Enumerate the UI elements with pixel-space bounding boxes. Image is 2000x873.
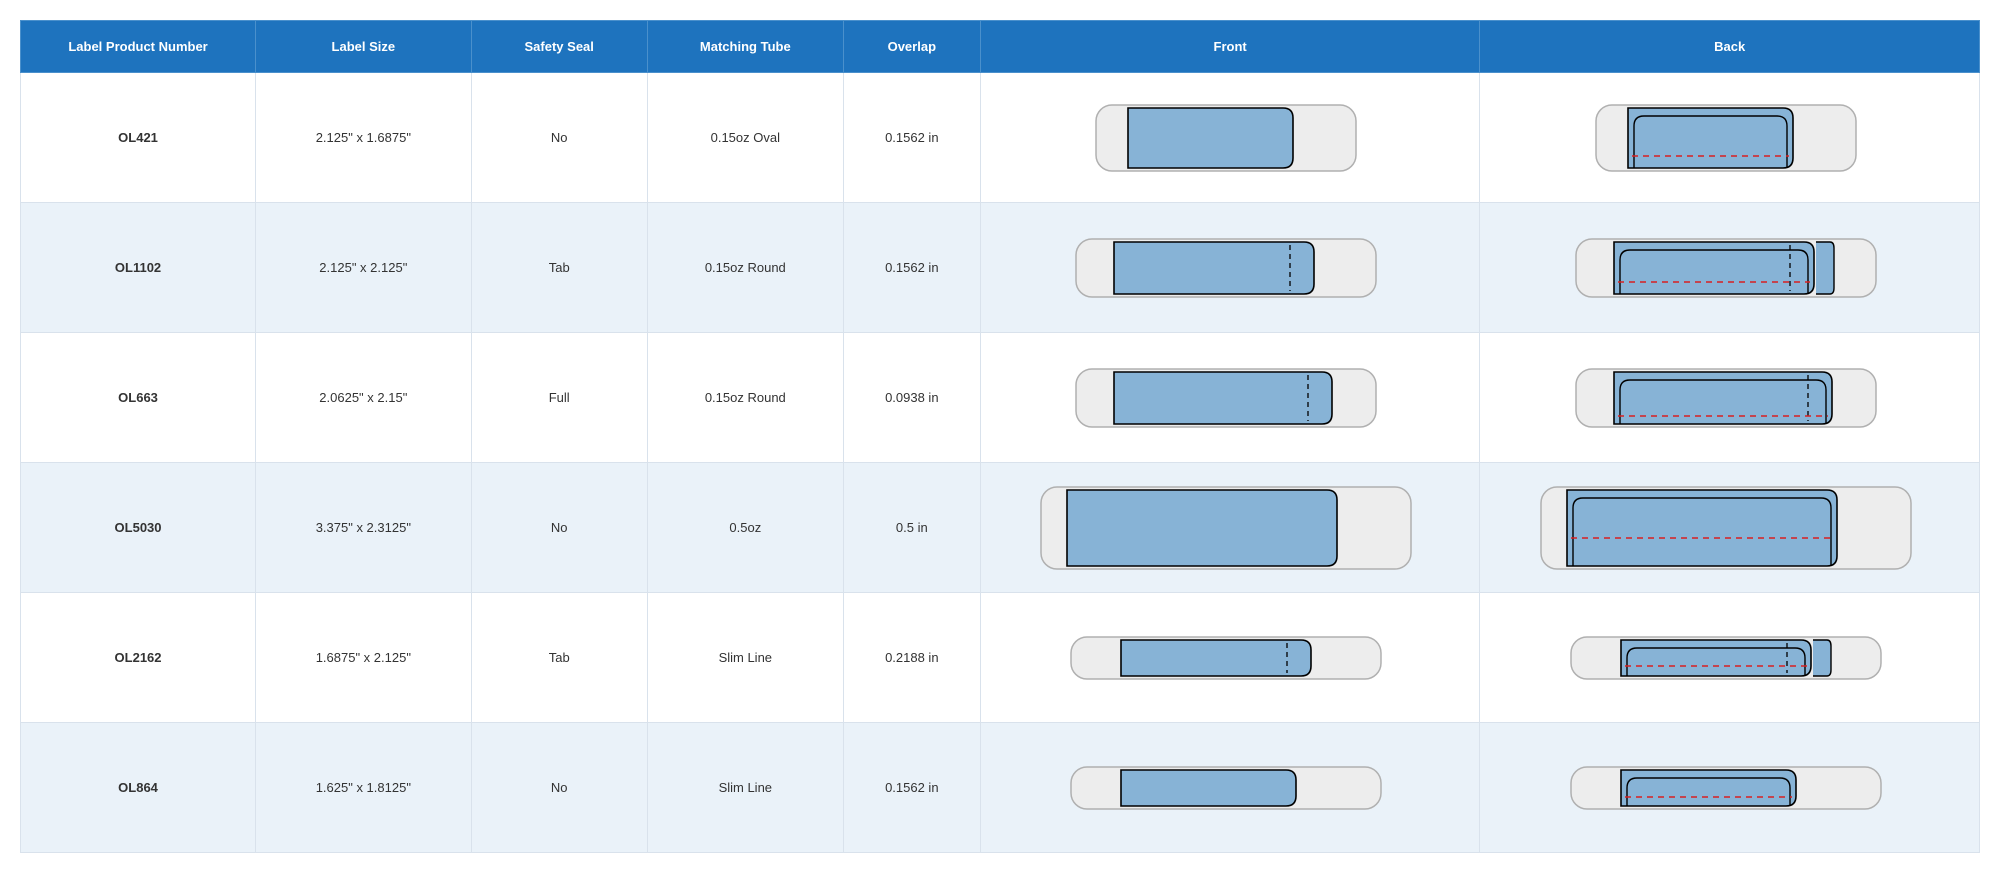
col-header-safety-seal: Safety Seal (471, 21, 647, 73)
cell-label-size: 2.0625" x 2.15" (256, 333, 471, 463)
col-header-label-size: Label Size (256, 21, 471, 73)
table-row: OL864 1.625" x 1.8125" No Slim Line 0.15… (21, 723, 1980, 853)
header-row: Label Product Number Label Size Safety S… (21, 21, 1980, 73)
cell-back-diagram (1480, 333, 1980, 463)
cell-front-diagram (980, 73, 1480, 203)
cell-product-number: OL5030 (21, 463, 256, 593)
cell-back-diagram (1480, 593, 1980, 723)
cell-product-number: OL2162 (21, 593, 256, 723)
col-header-overlap: Overlap (843, 21, 980, 73)
cell-matching-tube: 0.15oz Round (647, 333, 843, 463)
col-header-back: Back (1480, 21, 1980, 73)
col-header-matching-tube: Matching Tube (647, 21, 843, 73)
label-product-table: Label Product Number Label Size Safety S… (20, 20, 1980, 853)
cell-label-size: 2.125" x 1.6875" (256, 73, 471, 203)
cell-overlap: 0.2188 in (843, 593, 980, 723)
cell-back-diagram (1480, 73, 1980, 203)
table-row: OL2162 1.6875" x 2.125" Tab Slim Line 0.… (21, 593, 1980, 723)
cell-label-size: 1.625" x 1.8125" (256, 723, 471, 853)
cell-product-number: OL663 (21, 333, 256, 463)
cell-product-number: OL421 (21, 73, 256, 203)
cell-matching-tube: 0.15oz Oval (647, 73, 843, 203)
cell-overlap: 0.5 in (843, 463, 980, 593)
cell-safety-seal: No (471, 73, 647, 203)
cell-overlap: 0.1562 in (843, 203, 980, 333)
col-header-front: Front (980, 21, 1480, 73)
cell-front-diagram (980, 593, 1480, 723)
table-row: OL663 2.0625" x 2.15" Full 0.15oz Round … (21, 333, 1980, 463)
cell-matching-tube: 0.15oz Round (647, 203, 843, 333)
cell-safety-seal: Tab (471, 203, 647, 333)
cell-front-diagram (980, 463, 1480, 593)
cell-label-size: 3.375" x 2.3125" (256, 463, 471, 593)
cell-product-number: OL1102 (21, 203, 256, 333)
cell-overlap: 0.1562 in (843, 723, 980, 853)
cell-safety-seal: Full (471, 333, 647, 463)
cell-safety-seal: No (471, 723, 647, 853)
cell-safety-seal: No (471, 463, 647, 593)
cell-back-diagram (1480, 203, 1980, 333)
cell-overlap: 0.0938 in (843, 333, 980, 463)
table-row: OL421 2.125" x 1.6875" No 0.15oz Oval 0.… (21, 73, 1980, 203)
cell-safety-seal: Tab (471, 593, 647, 723)
cell-label-size: 1.6875" x 2.125" (256, 593, 471, 723)
cell-matching-tube: 0.5oz (647, 463, 843, 593)
cell-matching-tube: Slim Line (647, 723, 843, 853)
table-row: OL1102 2.125" x 2.125" Tab 0.15oz Round … (21, 203, 1980, 333)
cell-front-diagram (980, 333, 1480, 463)
cell-label-size: 2.125" x 2.125" (256, 203, 471, 333)
cell-front-diagram (980, 203, 1480, 333)
cell-overlap: 0.1562 in (843, 73, 980, 203)
col-header-product-number: Label Product Number (21, 21, 256, 73)
cell-product-number: OL864 (21, 723, 256, 853)
cell-back-diagram (1480, 723, 1980, 853)
cell-back-diagram (1480, 463, 1980, 593)
cell-front-diagram (980, 723, 1480, 853)
table-row: OL5030 3.375" x 2.3125" No 0.5oz 0.5 in (21, 463, 1980, 593)
cell-matching-tube: Slim Line (647, 593, 843, 723)
